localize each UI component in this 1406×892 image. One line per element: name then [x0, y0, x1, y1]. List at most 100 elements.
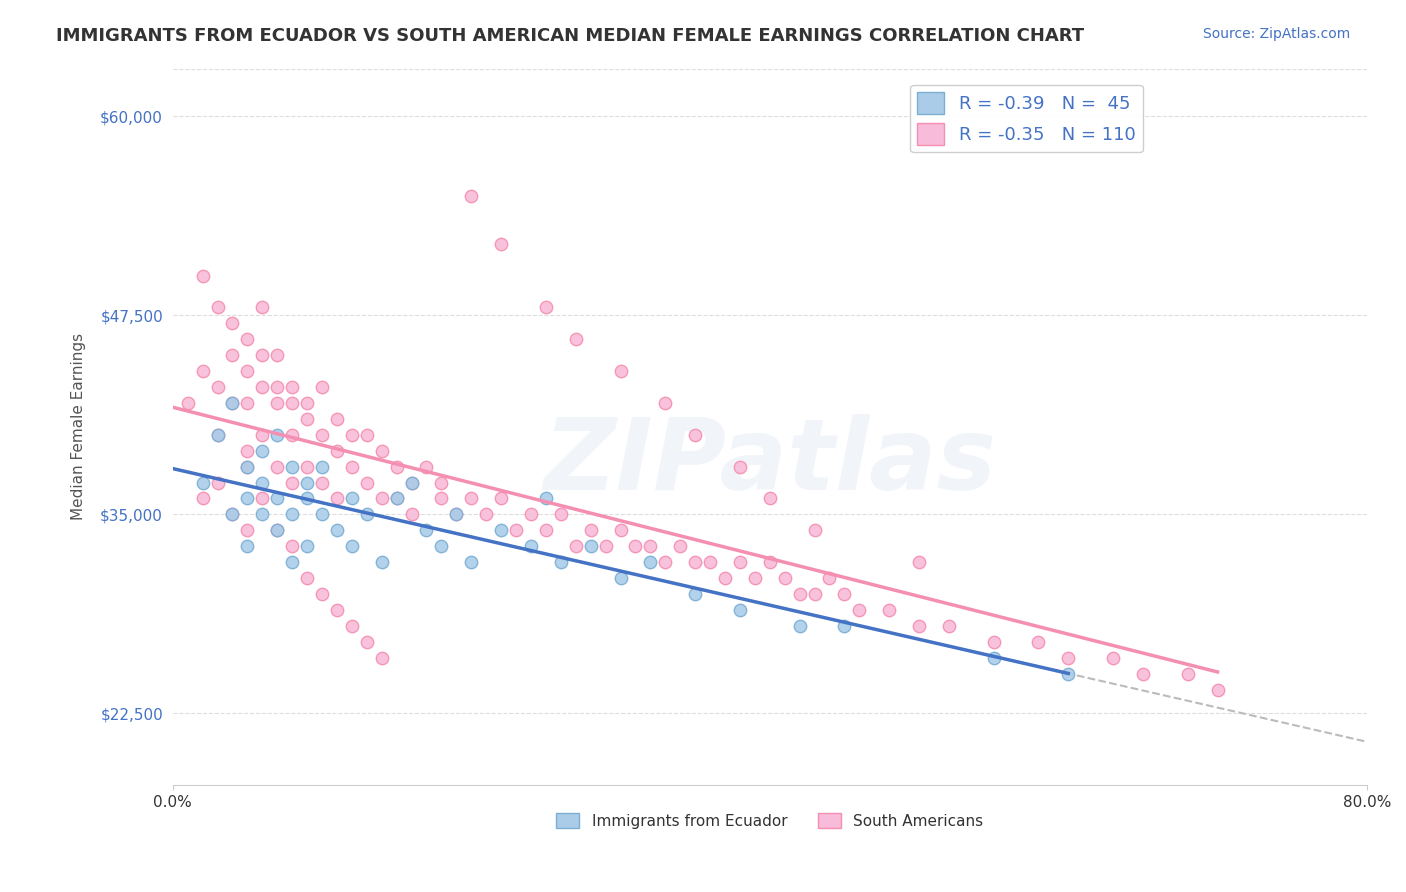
Point: [430, 539, 453, 553]
Point: [191, 491, 214, 506]
Point: [430, 475, 453, 490]
Point: [252, 427, 274, 442]
Point: [446, 508, 468, 522]
Point: [534, 524, 557, 538]
Point: [520, 508, 543, 522]
Point: [370, 555, 392, 569]
Point: [370, 443, 392, 458]
Point: [728, 459, 751, 474]
Point: [550, 508, 572, 522]
Point: [326, 412, 349, 426]
Point: [415, 524, 437, 538]
Point: [550, 555, 572, 569]
Point: [326, 603, 349, 617]
Point: [520, 539, 543, 553]
Point: [252, 301, 274, 315]
Point: [401, 475, 423, 490]
Point: [252, 491, 274, 506]
Point: [877, 603, 900, 617]
Point: [252, 475, 274, 490]
Point: [1057, 650, 1080, 665]
Point: [744, 571, 766, 585]
Point: [683, 587, 706, 601]
Point: [236, 459, 259, 474]
Point: [579, 524, 602, 538]
Point: [489, 524, 512, 538]
Point: [266, 524, 288, 538]
Point: [340, 491, 363, 506]
Point: [370, 491, 392, 506]
Point: [281, 396, 304, 410]
Point: [266, 491, 288, 506]
Point: [340, 459, 363, 474]
Point: [983, 634, 1005, 648]
Point: [1177, 666, 1199, 681]
Point: [505, 524, 527, 538]
Point: [1132, 666, 1154, 681]
Point: [295, 459, 318, 474]
Point: [609, 524, 631, 538]
Text: IMMIGRANTS FROM ECUADOR VS SOUTH AMERICAN MEDIAN FEMALE EARNINGS CORRELATION CHA: IMMIGRANTS FROM ECUADOR VS SOUTH AMERICA…: [56, 27, 1084, 45]
Point: [295, 571, 318, 585]
Point: [281, 555, 304, 569]
Point: [401, 508, 423, 522]
Point: [669, 539, 692, 553]
Point: [699, 555, 721, 569]
Point: [728, 603, 751, 617]
Point: [311, 475, 333, 490]
Point: [624, 539, 647, 553]
Point: [281, 380, 304, 394]
Point: [236, 539, 259, 553]
Point: [207, 380, 229, 394]
Point: [460, 189, 482, 203]
Point: [295, 491, 318, 506]
Point: [356, 634, 378, 648]
Legend: Immigrants from Ecuador, South Americans: Immigrants from Ecuador, South Americans: [550, 806, 990, 835]
Point: [236, 491, 259, 506]
Point: [252, 508, 274, 522]
Point: [340, 619, 363, 633]
Point: [385, 491, 408, 506]
Point: [207, 301, 229, 315]
Point: [385, 459, 408, 474]
Point: [176, 396, 198, 410]
Point: [758, 491, 780, 506]
Point: [356, 427, 378, 442]
Point: [266, 396, 288, 410]
Point: [340, 427, 363, 442]
Point: [983, 650, 1005, 665]
Point: [654, 396, 676, 410]
Point: [252, 443, 274, 458]
Point: [714, 571, 737, 585]
Point: [460, 555, 482, 569]
Point: [773, 571, 796, 585]
Point: [640, 555, 662, 569]
Point: [370, 650, 392, 665]
Point: [938, 619, 960, 633]
Point: [564, 332, 586, 346]
Point: [281, 475, 304, 490]
Text: ZIPatlas: ZIPatlas: [543, 414, 997, 511]
Point: [281, 427, 304, 442]
Text: Source: ZipAtlas.com: Source: ZipAtlas.com: [1202, 27, 1350, 41]
Point: [236, 396, 259, 410]
Point: [236, 443, 259, 458]
Point: [789, 587, 811, 601]
Point: [385, 491, 408, 506]
Point: [356, 475, 378, 490]
Point: [326, 524, 349, 538]
Point: [834, 619, 856, 633]
Point: [236, 459, 259, 474]
Point: [489, 236, 512, 251]
Point: [221, 508, 243, 522]
Point: [908, 619, 931, 633]
Point: [295, 396, 318, 410]
Point: [236, 332, 259, 346]
Point: [252, 380, 274, 394]
Point: [654, 555, 676, 569]
Point: [311, 459, 333, 474]
Point: [1102, 650, 1125, 665]
Point: [564, 539, 586, 553]
Point: [640, 539, 662, 553]
Point: [1057, 666, 1080, 681]
